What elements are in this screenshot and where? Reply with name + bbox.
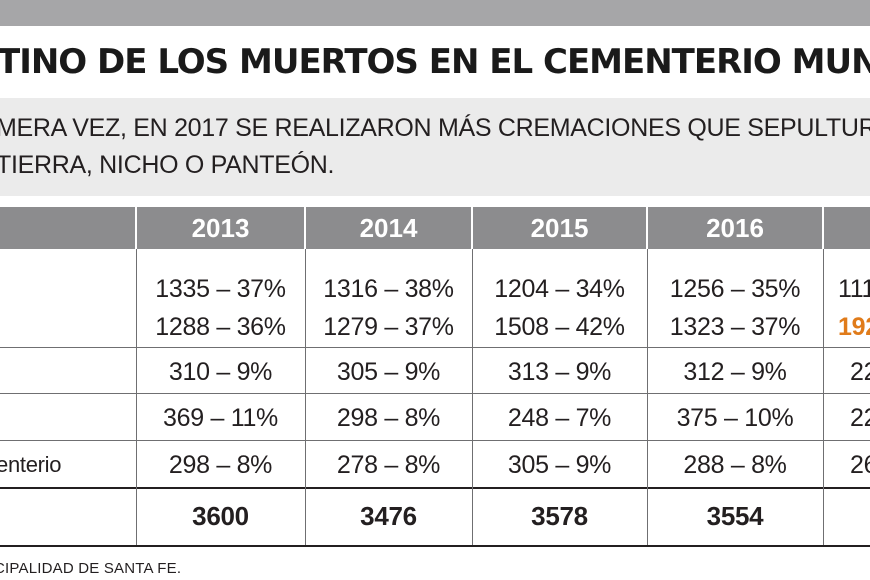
table-cell-partial: 22	[850, 403, 870, 432]
row-divider	[0, 347, 870, 348]
table-cell: 375 – 10%	[676, 403, 794, 432]
header-year-2014: 2014	[306, 207, 471, 249]
table-cell: 305 – 9%	[507, 450, 612, 479]
totals-row: 3600 3476 3578 3554	[0, 490, 870, 542]
table-cell: 1279 – 37%	[323, 312, 454, 341]
table-cell: 298 – 8%	[336, 403, 441, 432]
table-cell: 1256 – 35%	[669, 274, 801, 303]
table-cell: 288 – 8%	[683, 450, 787, 479]
table-row: 1288 – 36% 1279 – 37% 1508 – 42% 1323 – …	[0, 307, 870, 347]
table-cell: 278 – 8%	[336, 450, 441, 479]
column-divider	[305, 249, 306, 547]
total-2015: 3578	[531, 500, 588, 531]
table-row: menterio 298 – 8% 278 – 8% 305 – 9% 288 …	[0, 443, 870, 487]
table-cell: 369 – 11%	[163, 403, 278, 432]
table-cell: 248 – 7%	[507, 403, 612, 432]
header-year-2015: 2015	[473, 207, 646, 249]
row-label	[0, 350, 135, 394]
column-divider	[136, 249, 137, 547]
subtitle-line-1: MERA VEZ, EN 2017 SE REALIZARON MÁS CREM…	[0, 114, 870, 142]
table-row: 369 – 11% 298 – 8% 248 – 7% 375 – 10% 22	[0, 396, 870, 440]
row-label	[0, 307, 135, 347]
table-cell: 305 – 9%	[336, 357, 441, 386]
table-cell: 312 – 9%	[683, 357, 787, 386]
header-year-partial	[824, 207, 870, 249]
table-cell: 1323 – 37%	[669, 312, 801, 341]
table-cell: 1335 – 37%	[155, 274, 286, 303]
table-cell-partial: 22	[850, 357, 870, 386]
table-row: 310 – 9% 305 – 9% 313 – 9% 312 – 9% 22	[0, 350, 870, 394]
table-cell-partial: 26	[850, 450, 870, 479]
table-cell: 1204 – 34%	[494, 274, 625, 303]
table-bottom-line	[0, 545, 870, 547]
headline: TINO DE LOS MUERTOS EN EL CEMENTERIO MUN…	[0, 26, 870, 98]
row-divider	[0, 440, 870, 441]
source-footer: CIPALIDAD DE SANTA FE.	[0, 560, 182, 577]
column-divider	[647, 249, 648, 547]
header-year-2016: 2016	[648, 207, 822, 249]
subtitle-line-2: TIERRA, NICHO O PANTEÓN.	[0, 151, 335, 179]
column-divider	[823, 249, 824, 547]
table-header-row: 2013 2014 2015 2016	[0, 207, 870, 249]
table-cell-partial: 111	[838, 274, 870, 303]
row-divider	[0, 393, 870, 394]
total-2013: 3600	[192, 500, 249, 531]
table-cell: 310 – 9%	[168, 357, 273, 386]
table-cell: 1316 – 38%	[323, 274, 454, 303]
table-cell-partial-highlight: 192	[838, 312, 870, 341]
table-cell: 313 – 9%	[507, 357, 612, 386]
top-bar	[0, 0, 870, 26]
header-year-2013: 2013	[137, 207, 304, 249]
table-cell: 298 – 8%	[168, 450, 273, 479]
header-label-cell	[0, 207, 135, 249]
total-2014: 3476	[360, 500, 417, 531]
table-row: 1335 – 37% 1316 – 38% 1204 – 34% 1256 – …	[0, 269, 870, 309]
table-cell: 1508 – 42%	[494, 312, 625, 341]
column-divider	[472, 249, 473, 547]
subtitle-box: MERA VEZ, EN 2017 SE REALIZARON MÁS CREM…	[0, 98, 870, 196]
headline-text: TINO DE LOS MUERTOS EN EL CEMENTERIO MUN…	[0, 42, 870, 82]
table-cell: 1288 – 36%	[155, 312, 286, 341]
row-label: menterio	[0, 452, 62, 477]
row-label	[0, 269, 135, 309]
total-2016: 3554	[706, 500, 764, 531]
data-table: 2013 2014 2015 2016 1335 – 37% 1316 – 38…	[0, 207, 870, 547]
row-label	[0, 396, 135, 440]
total-divider	[0, 487, 870, 489]
